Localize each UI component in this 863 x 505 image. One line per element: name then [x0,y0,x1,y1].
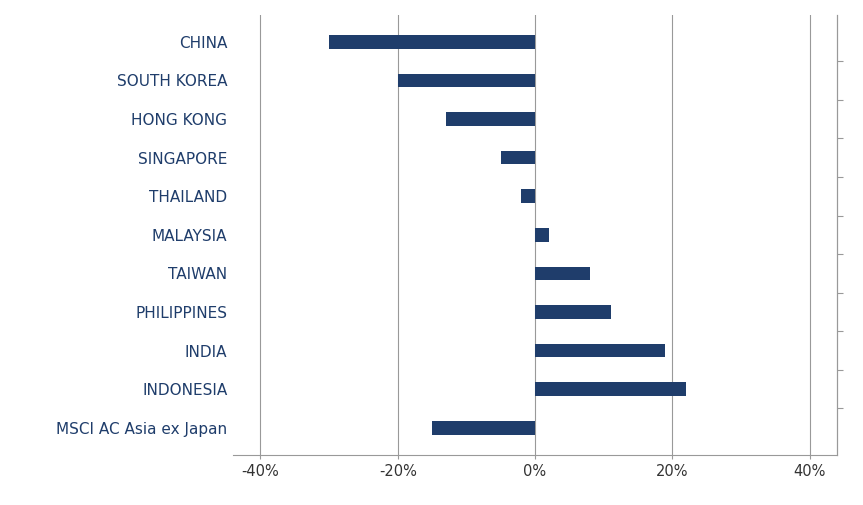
Bar [535,267,590,280]
Bar [501,151,535,165]
Bar [535,228,549,241]
Bar [535,382,686,396]
Bar [521,189,535,203]
Bar [535,344,665,358]
Bar [329,35,535,48]
Bar [535,305,611,319]
Bar [446,112,535,126]
Bar [398,74,535,87]
Bar [432,421,535,434]
